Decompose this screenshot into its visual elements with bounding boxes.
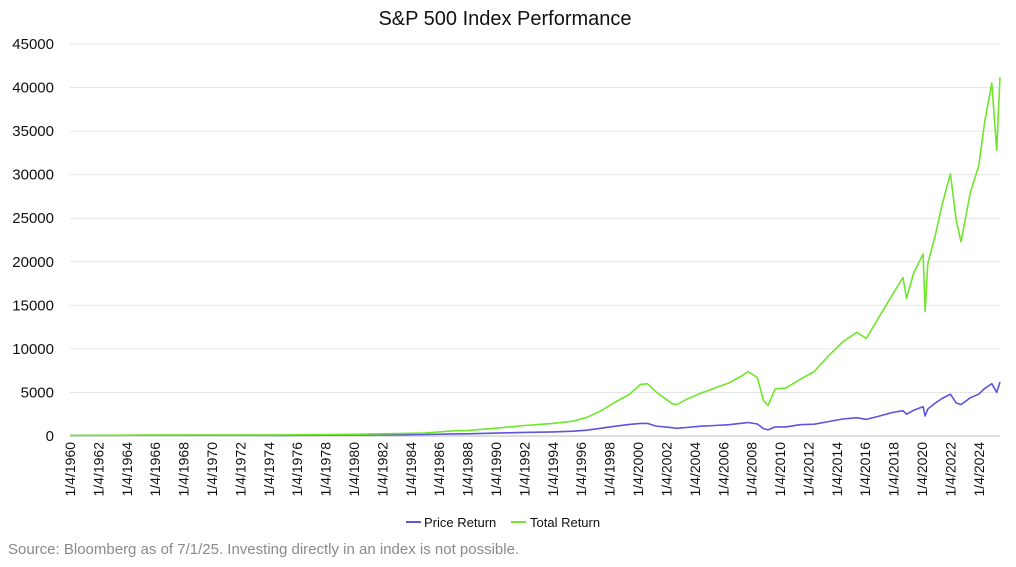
x-tick-label: 1/4/2000 (630, 442, 646, 497)
x-tick-label: 1/4/1960 (62, 442, 78, 497)
x-tick-label: 1/4/2022 (942, 442, 958, 497)
legend: Price Return Total Return (406, 515, 600, 530)
x-tick-label: 1/4/1996 (573, 442, 589, 497)
source-note: Source: Bloomberg as of 7/1/25. Investin… (8, 541, 520, 558)
x-tick-label: 1/4/2008 (744, 442, 760, 497)
x-tick-label: 1/4/2018 (886, 442, 902, 497)
x-tick-label: 1/4/2024 (971, 442, 987, 497)
y-tick-label: 20000 (12, 254, 54, 271)
x-tick-label: 1/4/1992 (516, 442, 532, 497)
x-tick-label: 1/4/1966 (147, 442, 163, 497)
x-tick-label: 1/4/1984 (403, 442, 419, 497)
series-line-price-return (69, 381, 1001, 437)
x-tick-label: 1/4/2020 (914, 442, 930, 497)
x-tick-label: 1/4/1990 (488, 442, 504, 497)
y-tick-label: 5000 (21, 384, 54, 401)
x-tick-label: 1/4/1982 (374, 442, 390, 497)
x-axis: 1/4/1960 1/4/1962 1/4/1964 1/4/1966 1/4/1968… (62, 442, 987, 497)
x-tick-label: 1/4/2012 (800, 442, 816, 497)
x-tick-label: 1/4/1988 (460, 442, 476, 497)
y-tick-label: 35000 (12, 123, 54, 140)
x-tick-label: 1/4/1962 (90, 442, 106, 497)
y-axis: 0 5000 10000 15000 20000 25000 30000 35000 40000… (12, 36, 54, 445)
series-lines (69, 77, 1001, 437)
x-tick-label: 1/4/1968 (176, 442, 192, 497)
x-tick-label: 1/4/1980 (346, 442, 362, 497)
x-tick-label: 1/4/1976 (289, 442, 305, 497)
gridlines (70, 43, 1000, 437)
legend-label-price-return: Price Return (424, 515, 496, 530)
x-tick-label: 1/4/1994 (545, 442, 561, 497)
x-tick-label: 1/4/1972 (232, 442, 248, 497)
x-tick-label: 1/4/1970 (204, 442, 220, 497)
y-tick-label: 10000 (12, 341, 54, 358)
x-tick-label: 1/4/1986 (431, 442, 447, 497)
x-tick-label: 1/4/1974 (261, 442, 277, 497)
y-tick-label: 45000 (12, 36, 54, 53)
chart-title: S&P 500 Index Performance (378, 8, 631, 30)
x-tick-label: 1/4/2002 (658, 442, 674, 497)
y-tick-label: 30000 (12, 167, 54, 184)
x-tick-label: 1/4/2004 (687, 442, 703, 497)
x-tick-label: 1/4/2014 (829, 442, 845, 497)
x-tick-label: 1/4/1978 (318, 442, 334, 497)
line-chart: S&P 500 Index Performance 0 5000 10000 1500… (12, 8, 1001, 530)
x-tick-label: 1/4/1998 (602, 442, 618, 497)
x-tick-label: 1/4/2010 (772, 442, 788, 497)
y-tick-label: 25000 (12, 210, 54, 227)
y-tick-label: 0 (46, 428, 54, 445)
x-tick-label: 1/4/2016 (857, 442, 873, 497)
series-line-total-return (69, 77, 1001, 437)
y-tick-label: 15000 (12, 297, 54, 314)
legend-label-total-return: Total Return (530, 515, 600, 530)
y-tick-label: 40000 (12, 80, 54, 97)
x-tick-label: 1/4/1964 (119, 442, 135, 497)
x-tick-label: 1/4/2006 (715, 442, 731, 497)
